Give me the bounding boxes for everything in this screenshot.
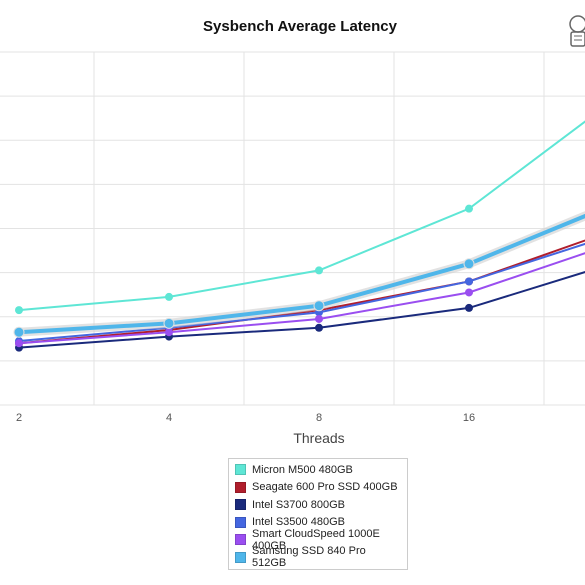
x-tick-label: 4 <box>166 412 172 424</box>
legend-label: Micron M500 480GB <box>252 463 353 476</box>
data-point[interactable] <box>163 317 175 329</box>
legend-label: Intel S3700 800GB <box>252 498 345 511</box>
data-point[interactable] <box>13 326 25 338</box>
logo-icon <box>569 15 585 47</box>
data-point[interactable] <box>315 314 323 323</box>
legend-swatch <box>235 551 246 563</box>
data-point[interactable] <box>463 258 475 270</box>
legend-swatch <box>235 534 246 546</box>
x-tick-label: 2 <box>16 412 22 424</box>
series-lines <box>13 120 585 352</box>
data-point[interactable] <box>315 323 323 332</box>
legend-label: Smart CloudSpeed 1000E 400GB <box>252 527 380 552</box>
chart-legend: Micron M500 480GB Seagate 600 Pro SSD 400… <box>228 458 408 570</box>
data-point[interactable] <box>165 292 173 301</box>
legend-item[interactable]: Micron M500 480GB <box>235 461 401 479</box>
legend-swatch <box>235 499 246 511</box>
legend-swatch <box>235 481 246 493</box>
legend-label: Samsung SSD 840 Pro 512GB <box>252 545 366 570</box>
chart-title: Sysbench Average Latency <box>203 18 397 35</box>
data-point[interactable] <box>465 303 473 312</box>
data-point[interactable] <box>15 306 23 315</box>
data-point[interactable] <box>15 339 23 348</box>
x-tick-labels: 2481632 <box>16 412 475 424</box>
legend-label: Seagate 600 Pro SSD 400GB <box>252 481 398 494</box>
line-chart: 2481632 Threads <box>0 51 585 446</box>
legend-label: Intel S3500 480GB <box>252 516 345 529</box>
legend-item[interactable]: Seagate 600 Pro SSD 400GB <box>235 479 401 497</box>
data-point[interactable] <box>465 204 473 213</box>
x-tick-label: 16 <box>463 412 475 424</box>
legend-item[interactable]: Smart CloudSpeed 1000E 400GB <box>235 527 401 552</box>
data-point[interactable] <box>165 328 173 337</box>
legend-item[interactable]: Samsung SSD 840 Pro 512GB <box>235 545 401 569</box>
data-point[interactable] <box>313 300 325 312</box>
legend-swatch <box>235 516 246 528</box>
legend-swatch <box>235 464 246 476</box>
series-line <box>18 120 585 312</box>
data-point[interactable] <box>465 277 473 286</box>
x-axis-label: Threads <box>293 430 344 446</box>
x-tick-label: 8 <box>316 412 322 424</box>
data-point[interactable] <box>465 288 473 297</box>
legend-item[interactable]: Intel S3500 480GB <box>235 514 401 532</box>
legend-item[interactable]: Intel S3700 800GB <box>235 496 401 514</box>
chart-grid <box>0 51 585 406</box>
data-point[interactable] <box>315 266 323 275</box>
